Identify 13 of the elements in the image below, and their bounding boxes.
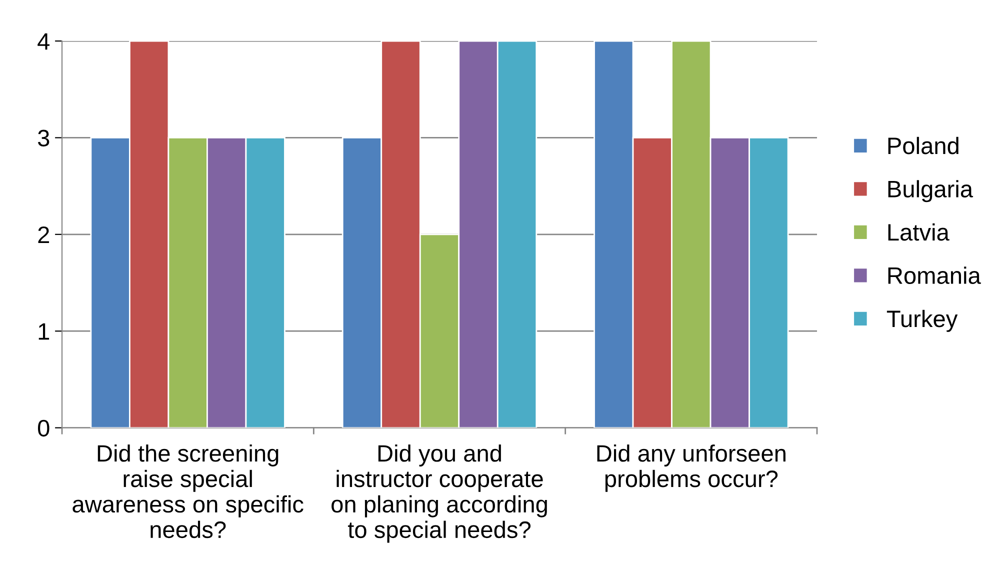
x-tick-label: Did the screening raise special awareness on specific needs? xyxy=(72,444,304,538)
legend-label: Turkey xyxy=(886,310,958,332)
y-tick-label: 4 xyxy=(38,33,50,50)
x-tick-label: Did you and instructor cooperate on planing according to special needs? xyxy=(332,444,547,543)
y-tick-label: 2 xyxy=(38,226,50,243)
x-tick-label: Did any unforseen problems occur? xyxy=(597,444,786,492)
y-tick-label: 1 xyxy=(38,323,50,340)
y-tick-label: 0 xyxy=(38,420,50,437)
legend-label: Romania xyxy=(888,266,981,284)
legend-label: Latvia xyxy=(888,223,950,241)
legend-label: Bulgaria xyxy=(888,180,974,202)
y-tick-label: 3 xyxy=(38,130,50,146)
legend-label: Poland xyxy=(888,136,958,154)
